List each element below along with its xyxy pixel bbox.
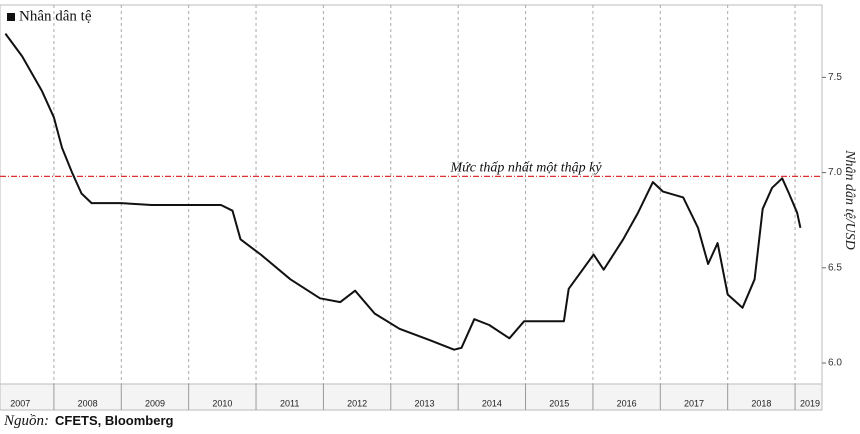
source-label: Nguồn: (3, 413, 49, 429)
x-tick-label: 2013 (414, 398, 434, 408)
source-text: CFETS, Bloomberg (55, 413, 174, 428)
x-tick-label: 2008 (78, 398, 98, 408)
x-tick-label: 2017 (684, 398, 704, 408)
x-tick-label: 2007 (10, 398, 30, 408)
data-line (4, 33, 802, 351)
x-tick-label: 2012 (347, 398, 367, 408)
x-tick-label: 2015 (549, 398, 569, 408)
x-tick-label: 2011 (280, 398, 299, 408)
legend-label: Nhân dân tệ (19, 8, 92, 24)
x-tick-label: 2016 (617, 398, 637, 408)
x-tick-label: 2018 (751, 398, 771, 408)
x-tick-label: 2009 (145, 398, 165, 408)
y-tick-label: 6.0 (828, 358, 842, 369)
annotation: Mức thấp nhất một thập kỷ (449, 161, 602, 176)
x-tick-label: 2010 (212, 398, 232, 408)
y-tick-label: 7.5 (828, 72, 842, 83)
plot-frame (0, 4, 823, 385)
x-tick-label: 2014 (482, 398, 502, 408)
y-tick-label: 6.5 (828, 262, 842, 273)
source: Nguồn: CFETS, Bloomberg (3, 413, 174, 429)
legend-swatch (7, 13, 15, 21)
y-tick-label: 7.0 (828, 167, 842, 178)
y-axis-title: Nhân dân tệ/USD (842, 149, 857, 250)
x-axis-strip (0, 383, 823, 411)
x-tick-label: 2019 (800, 398, 820, 408)
